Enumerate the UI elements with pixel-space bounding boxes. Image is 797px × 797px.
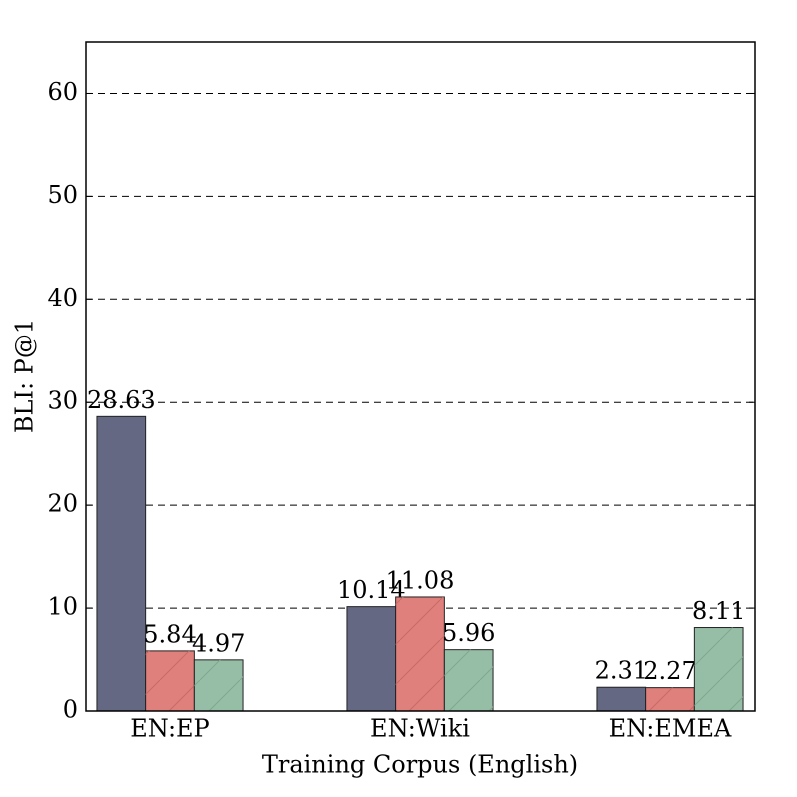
value-label: 5.84 (143, 620, 196, 648)
y-tick-label: 50 (47, 181, 78, 209)
value-label: 5.96 (442, 619, 495, 647)
value-label: 2.31 (595, 657, 648, 685)
value-label: 10.14 (337, 576, 406, 604)
y-tick-label: 20 (47, 490, 78, 518)
bar-hatch (194, 659, 244, 711)
y-tick-label: 40 (47, 284, 78, 312)
value-label: 2.27 (643, 657, 696, 685)
bar (346, 606, 397, 712)
value-label: 4.97 (192, 629, 245, 657)
x-tick-label: EN:EP (130, 715, 209, 743)
bar-hatch (694, 627, 744, 711)
value-label: 28.63 (87, 386, 156, 414)
value-label: 11.08 (386, 566, 455, 594)
bar-hatch (145, 650, 195, 711)
x-tick-label: EN:EMEA (609, 715, 732, 743)
y-axis-label: BLI: P@1 (11, 319, 39, 433)
y-tick-label: 0 (63, 696, 78, 724)
bar (596, 686, 647, 712)
bar-hatch (645, 687, 695, 711)
x-tick-label: EN:Wiki (370, 715, 470, 743)
y-tick-label: 60 (47, 78, 78, 106)
bar-hatch (444, 649, 494, 711)
value-label: 8.11 (692, 597, 745, 625)
bar (96, 415, 147, 712)
y-tick-label: 10 (47, 593, 78, 621)
x-axis-label: Training Corpus (English) (262, 751, 578, 779)
plot-area: 0 10 20 30 40 50 60 EN:EP 28.63 5.844.97 EN:Wiki 10… (47, 78, 755, 743)
plot-frame (85, 41, 756, 712)
y-tick-label: 30 (47, 387, 78, 415)
bar-hatch (395, 596, 445, 711)
